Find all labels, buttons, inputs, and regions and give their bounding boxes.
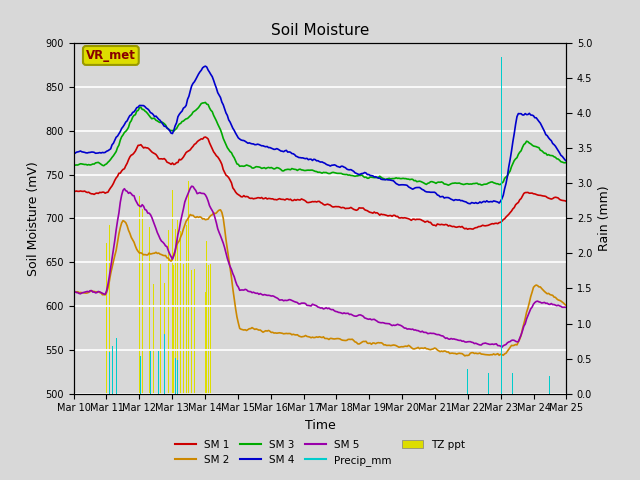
Bar <box>106 242 107 394</box>
Bar <box>205 292 206 394</box>
Bar <box>177 220 179 394</box>
Y-axis label: Rain (mm): Rain (mm) <box>598 186 611 251</box>
Bar <box>159 264 161 394</box>
Legend: SM 1, SM 2, SM 3, SM 4, SM 5, Precip_mm, TZ ppt: SM 1, SM 2, SM 3, SM 4, SM 5, Precip_mm,… <box>171 435 469 470</box>
Bar <box>153 284 154 394</box>
X-axis label: Time: Time <box>305 419 335 432</box>
Bar <box>109 352 110 394</box>
Bar <box>168 230 169 394</box>
Text: VR_met: VR_met <box>86 49 136 62</box>
Bar <box>194 269 195 394</box>
Bar <box>141 209 143 394</box>
Bar <box>501 57 502 394</box>
Bar <box>180 231 181 394</box>
Bar <box>172 190 173 394</box>
Bar <box>158 351 159 394</box>
Bar <box>188 181 189 394</box>
Bar <box>207 265 209 394</box>
Bar <box>467 369 468 394</box>
Bar <box>150 351 151 394</box>
Y-axis label: Soil Moisture (mV): Soil Moisture (mV) <box>27 161 40 276</box>
Bar <box>140 356 141 394</box>
Bar <box>183 264 184 394</box>
Bar <box>516 376 518 394</box>
Bar <box>111 346 113 394</box>
Bar <box>148 227 150 394</box>
Bar <box>139 196 140 394</box>
Bar <box>173 264 174 394</box>
Bar <box>206 241 207 394</box>
Bar <box>186 225 187 394</box>
Bar <box>122 362 124 394</box>
Bar <box>177 360 179 394</box>
Title: Soil Moisture: Soil Moisture <box>271 23 369 38</box>
Bar <box>109 225 110 394</box>
Bar <box>191 270 192 394</box>
